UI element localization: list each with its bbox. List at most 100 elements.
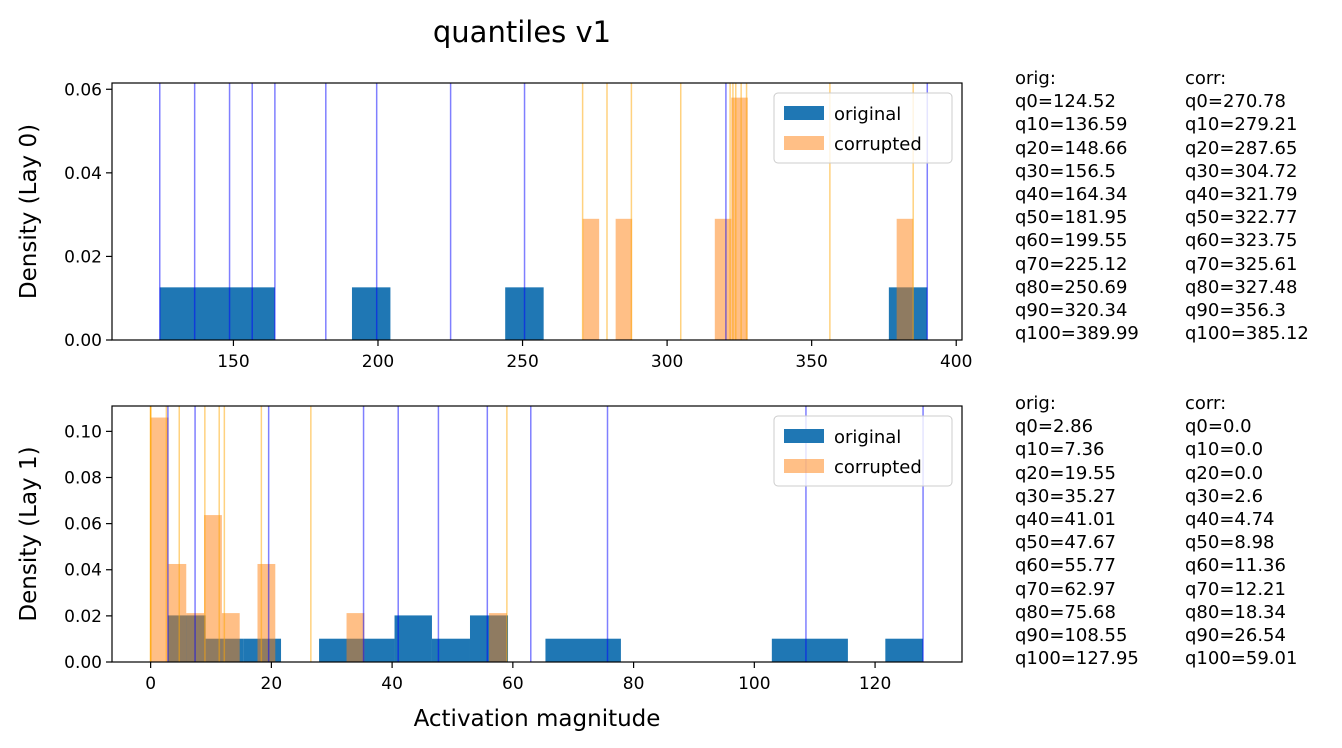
quantile-line: q90=108.55 [1015, 624, 1128, 646]
quantile-line: q90=356.3 [1185, 299, 1286, 321]
quantile-line: q30=2.6 [1185, 485, 1264, 507]
quantile-line: q30=35.27 [1015, 485, 1116, 507]
quantile-line: q50=181.95 [1015, 207, 1128, 229]
y-axis-label: Density (Lay 1) [16, 446, 42, 621]
quantile-line: q0=0.0 [1185, 416, 1252, 438]
quantile-line: q20=287.65 [1185, 137, 1298, 159]
x-tick-label: 350 [795, 352, 827, 372]
quantile-line: q60=55.77 [1015, 555, 1116, 577]
histogram-bar-original [159, 287, 275, 340]
quantile-line: q80=327.48 [1185, 276, 1298, 298]
y-tick-label: 0.00 [64, 331, 102, 351]
y-tick-label: 0.10 [64, 422, 102, 442]
quantiles-orig-layer-0: orig: q0=124.52 q10=136.59 q20=148.66 q30=15… [1015, 67, 1139, 345]
x-tick-label: 200 [362, 352, 394, 372]
x-tick-label: 400 [940, 352, 972, 372]
quantile-line: q40=164.34 [1015, 183, 1128, 205]
quantile-line: q80=18.34 [1185, 601, 1286, 623]
x-tick-label: 40 [381, 674, 403, 694]
quantile-line: q10=279.21 [1185, 114, 1298, 136]
histogram-bar-original [351, 287, 391, 340]
quantile-line: q50=8.98 [1185, 532, 1275, 554]
quantile-line: q100=389.99 [1015, 323, 1139, 345]
histogram-bar-original [431, 638, 470, 662]
y-tick-label: 0.04 [64, 164, 102, 184]
axes-frame [111, 82, 963, 341]
legend-label-original: original [834, 427, 901, 448]
legend-swatch-corrupted [784, 136, 824, 150]
legend-label-corrupted: corrupted [834, 457, 922, 478]
histogram-bar-corrupted [221, 613, 240, 662]
quantile-line: q30=304.72 [1185, 160, 1298, 182]
quantile-line: q0=124.52 [1015, 91, 1116, 113]
quantile-line: q60=199.55 [1015, 230, 1128, 252]
quantile-line: q40=321.79 [1185, 183, 1298, 205]
histogram-bar-corrupted [582, 218, 600, 340]
quantile-line: q70=225.12 [1015, 253, 1128, 275]
y-tick-label: 0.06 [64, 80, 102, 100]
legend-swatch-original [784, 106, 824, 120]
y-tick-label: 0.02 [64, 247, 102, 267]
y-tick-label: 0.06 [64, 515, 102, 535]
x-tick-label: 250 [506, 352, 538, 372]
x-tick-label: 60 [502, 674, 524, 694]
quantile-line: q50=47.67 [1015, 532, 1116, 554]
histogram-panel-layer-0: 150 200 250 300 350 400 0.00 0.02 0.04 0.06 Densit… [16, 80, 972, 372]
x-tick-label: 20 [261, 674, 283, 694]
x-tick-label: 150 [217, 352, 249, 372]
x-axis-label: Activation magnitude [414, 706, 661, 732]
y-tick-label: 0.02 [64, 607, 102, 627]
x-tick-label: 100 [738, 674, 770, 694]
histogram-bar-corrupted [896, 218, 914, 340]
plot-area [149, 406, 924, 662]
histogram-bar-corrupted [615, 218, 633, 340]
quantiles-corr-layer-1: corr: q0=0.0 q10=0.0 q20=0.0 q30=2.6 q40=4.74… [1185, 392, 1297, 670]
y-tick-label: 0.08 [64, 468, 102, 488]
quantile-line: q10=7.36 [1015, 439, 1105, 461]
quantile-line: q20=0.0 [1185, 462, 1264, 484]
quantile-line: q40=41.01 [1015, 508, 1116, 530]
quantile-line: q60=11.36 [1185, 555, 1286, 577]
histogram-bar-corrupted [150, 417, 169, 662]
legend-label-corrupted: corrupted [834, 134, 922, 155]
quantile-line: orig: [1015, 68, 1056, 89]
histogram-bar-corrupted [346, 613, 365, 662]
quantile-line: q100=127.95 [1015, 648, 1139, 670]
quantile-line: q90=26.54 [1185, 624, 1286, 646]
quantile-line: q60=323.75 [1185, 230, 1298, 252]
x-tick-label: 300 [651, 352, 683, 372]
quantile-line: q70=12.21 [1185, 578, 1286, 600]
legend-swatch-original [784, 429, 824, 443]
legend: original corrupted [773, 92, 953, 164]
histogram-bar-corrupted [257, 563, 276, 662]
x-tick-label: 80 [623, 674, 645, 694]
quantile-line: q50=322.77 [1185, 207, 1298, 229]
y-tick-label: 0.04 [64, 561, 102, 581]
histogram-bar-corrupted [489, 613, 507, 662]
legend: original corrupted [773, 415, 953, 487]
quantile-line: q70=62.97 [1015, 578, 1116, 600]
axes-frame [111, 405, 963, 663]
y-tick-label: 0.00 [64, 653, 102, 673]
histogram-bar-corrupted [731, 97, 748, 340]
quantile-line: q20=148.66 [1015, 137, 1128, 159]
quantile-line: q70=325.61 [1185, 253, 1298, 275]
histogram-bar-corrupted [714, 218, 732, 340]
legend-swatch-corrupted [784, 459, 824, 473]
chart-title: quantiles v1 [433, 15, 611, 49]
quantile-line: q10=136.59 [1015, 114, 1128, 136]
legend-label-original: original [834, 104, 901, 125]
quantile-line: q0=270.78 [1185, 91, 1286, 113]
quantile-line: corr: [1185, 68, 1227, 89]
quantile-line: q10=0.0 [1185, 439, 1264, 461]
histogram-bar-corrupted [204, 515, 222, 662]
histogram-bar-corrupted [168, 563, 187, 662]
quantile-line: q40=4.74 [1185, 508, 1275, 530]
quantile-line: q30=156.5 [1015, 160, 1116, 182]
quantile-line: q80=250.69 [1015, 276, 1128, 298]
plot-area [159, 83, 929, 340]
quantile-line: q100=385.12 [1185, 323, 1309, 345]
quantile-line: q20=19.55 [1015, 462, 1116, 484]
quantile-line: corr: [1185, 393, 1227, 414]
